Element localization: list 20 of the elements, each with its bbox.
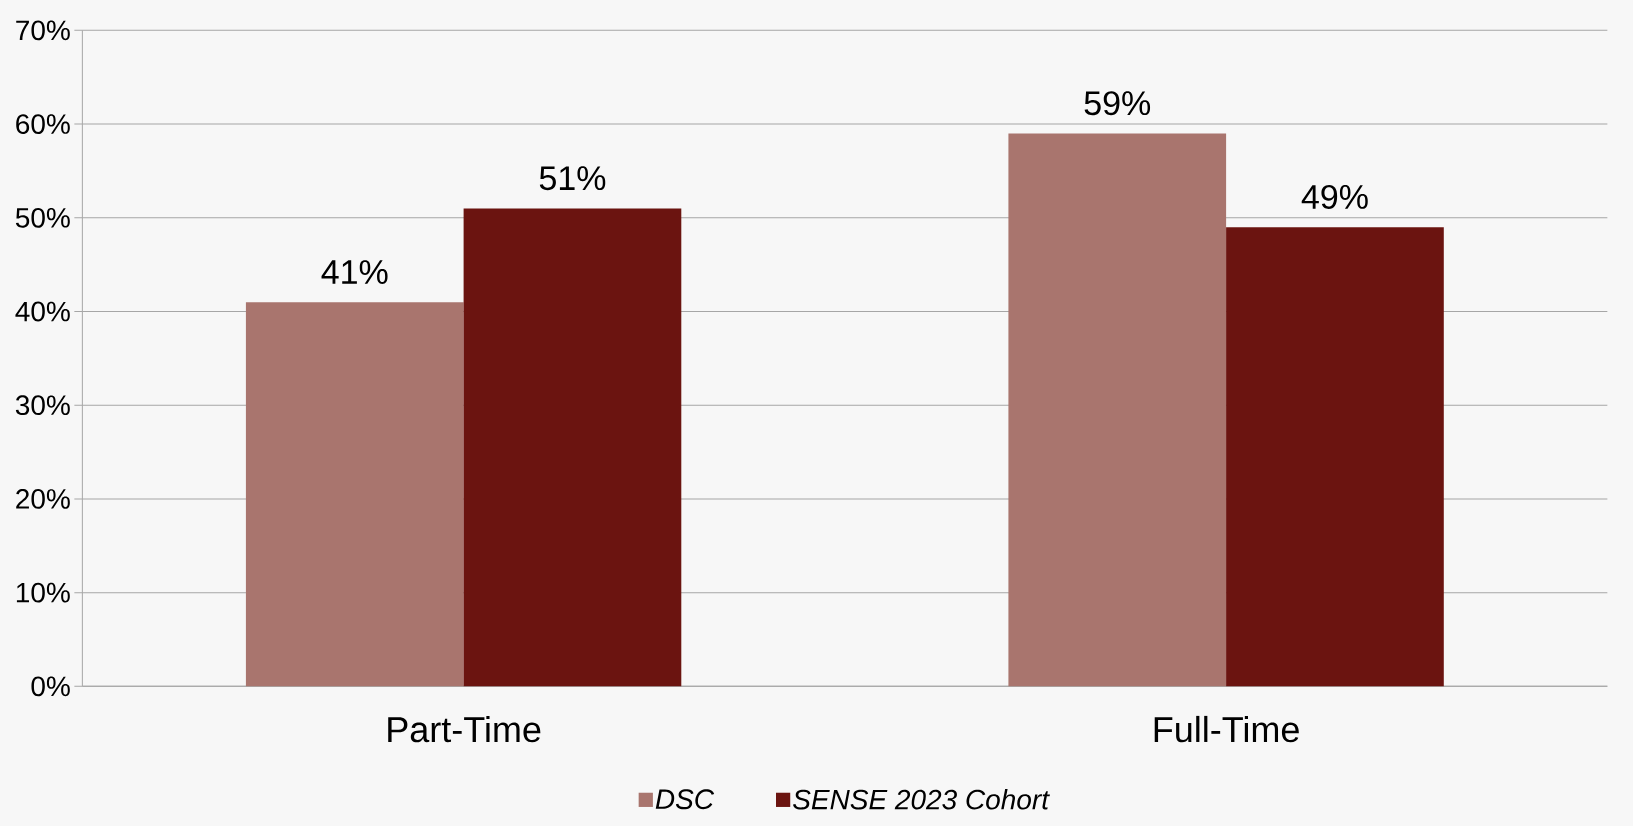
y-tick-label: 10% — [16, 582, 70, 603]
legend-label: DSC — [655, 789, 715, 810]
data-label: 41% — [321, 260, 388, 284]
x-tick-label: Full-Time — [1154, 715, 1299, 743]
data-label: 59% — [1084, 91, 1151, 116]
data-label: 49% — [1301, 184, 1368, 209]
legend-label: SENSE 2023 Cohort — [793, 788, 1050, 810]
x-tick-label: Part-Time — [388, 715, 541, 743]
y-tick-label: 0% — [31, 676, 70, 697]
bar — [463, 208, 682, 687]
y-tick-label: 70% — [16, 20, 70, 41]
y-tick-label: 30% — [15, 395, 70, 416]
data-label: 51% — [539, 166, 606, 191]
bar — [1226, 227, 1444, 687]
y-tick-label: 50% — [15, 207, 70, 228]
y-tick-label: 40% — [15, 301, 70, 322]
y-tick-label: 60% — [16, 114, 70, 134]
y-tick-label: 20% — [16, 489, 70, 509]
bar — [245, 302, 464, 687]
bar — [1008, 133, 1227, 687]
